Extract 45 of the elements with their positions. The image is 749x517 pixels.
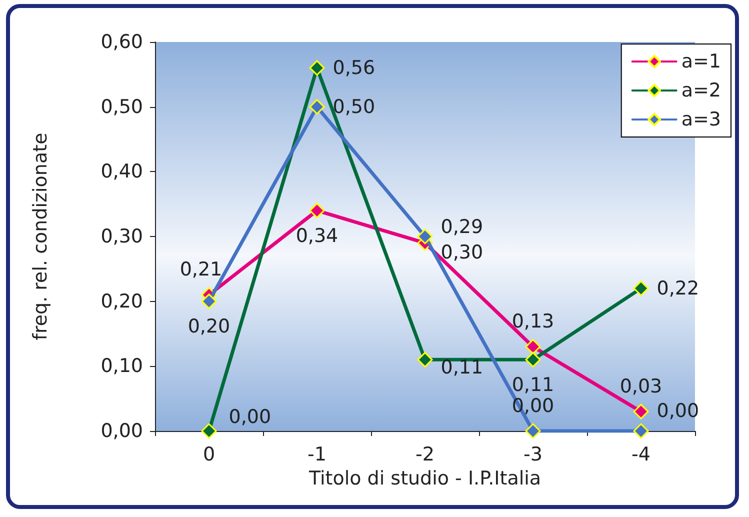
point: [633, 280, 649, 296]
x-axis-title: Titolo di studio - I.P.Italia: [308, 467, 542, 490]
data-label: 0,30: [440, 242, 484, 264]
point: [201, 423, 217, 439]
legend-label: a=1: [681, 50, 722, 72]
x-tick-label: -2: [416, 444, 434, 466]
data-label: 0,00: [228, 406, 272, 428]
data-label: 0,11: [512, 374, 554, 396]
data-label: 0,56: [332, 56, 376, 79]
y-tick-label: 0,40: [100, 160, 143, 183]
x-tick-label: 0: [202, 444, 216, 466]
point: [525, 352, 541, 368]
data-label: 0,29: [440, 216, 484, 238]
point: [525, 423, 541, 439]
data-label: 0,13: [512, 310, 554, 332]
y-tick-label: 0,60: [100, 31, 143, 53]
y-tick-label: 0,00: [100, 420, 143, 442]
x-tick-label: -3: [524, 444, 542, 466]
data-label: 0,03: [620, 375, 662, 398]
point: [633, 404, 649, 420]
point: [201, 294, 217, 310]
legend-label: a=2: [681, 80, 722, 102]
point: [417, 228, 433, 244]
y-tick-label: 0,10: [100, 355, 143, 378]
y-tick-label: 0,20: [100, 290, 143, 312]
point: [417, 352, 433, 368]
point: [309, 202, 325, 218]
data-label: 0,50: [332, 96, 376, 118]
y-tick-label: 0,30: [100, 226, 143, 248]
y-axis-title: freq. rel. condizionate: [30, 132, 52, 340]
data-label: 0,00: [512, 394, 554, 417]
data-label: 0,34: [296, 224, 338, 247]
data-label: 0,20: [188, 316, 230, 338]
data-label: 0,00: [656, 400, 700, 422]
point: [525, 338, 541, 354]
point: [309, 60, 325, 76]
legend-label: a=3: [681, 108, 722, 130]
data-label: 0,11: [440, 356, 484, 379]
data-label: 0,22: [656, 277, 700, 300]
data-label: 0,21: [180, 258, 222, 281]
x-tick-label: -1: [308, 444, 326, 466]
x-tick-label: -4: [632, 444, 650, 466]
point: [309, 99, 325, 115]
y-tick-label: 0,50: [100, 96, 143, 118]
point: [633, 423, 649, 439]
